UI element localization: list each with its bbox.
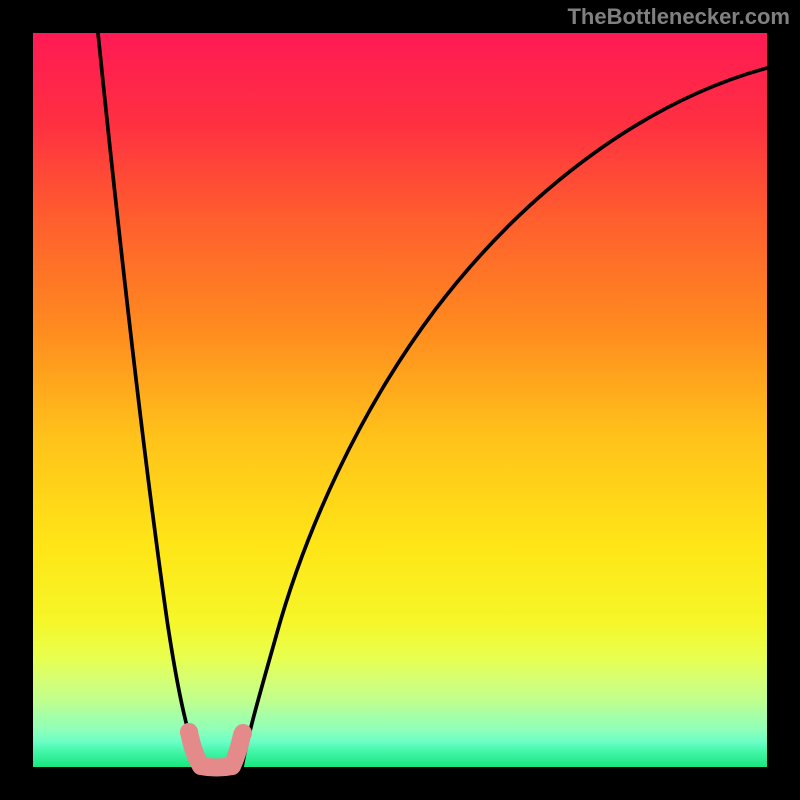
valley-end-dot [180,723,198,741]
valley-end-dot [234,724,252,742]
attribution-label: TheBottlenecker.com [567,0,800,30]
plot-background [33,33,767,767]
bottleneck-chart [0,0,800,800]
